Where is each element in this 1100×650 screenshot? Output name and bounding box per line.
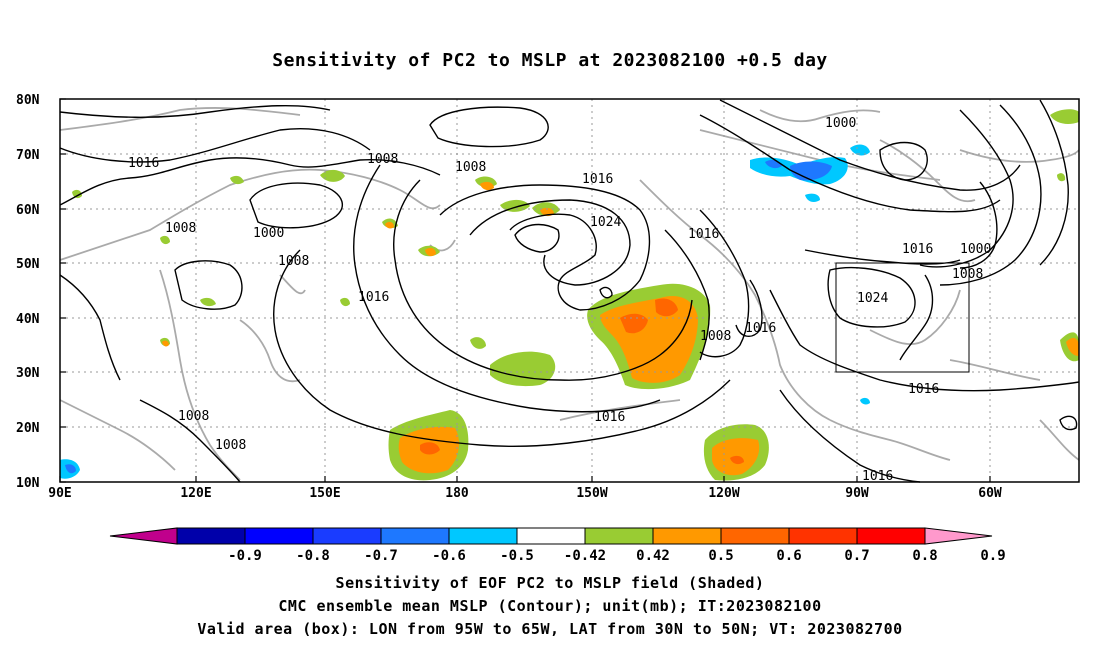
colorbar-tick-label: -0.6 (432, 548, 466, 564)
contour-label: 1016 (862, 469, 893, 484)
lon-label: 150E (309, 486, 340, 501)
contour-labels: 1016 1008 1008 1016 1024 1016 1000 1008 … (128, 116, 991, 484)
contour-label: 1024 (857, 291, 888, 306)
colorbar-tick-label: 0.7 (844, 548, 869, 564)
contour-label: 1016 (908, 382, 939, 397)
contour-label: 1000 (960, 242, 991, 257)
contour-label: 1008 (178, 409, 209, 424)
map-frame (59, 98, 1080, 483)
contour-label: 1008 (455, 160, 486, 175)
colorbar-segment (856, 527, 926, 545)
contour-label: 1008 (278, 254, 309, 269)
mslp-contours (59, 99, 1080, 483)
latitude-labels: 80N 70N 60N 50N 40N 30N 20N 10N (16, 93, 40, 491)
colorbar-segment (516, 527, 586, 545)
colorbar-tick-label: -0.7 (364, 548, 398, 564)
colorbar-tick-label: 0.5 (708, 548, 733, 564)
colorbar-tick-label: -0.8 (296, 548, 330, 564)
coastlines (59, 107, 1080, 481)
colorbar-segment (448, 527, 518, 545)
colorbar-segment (380, 527, 450, 545)
contour-label: 1008 (165, 221, 196, 236)
colorbar-segment (244, 527, 314, 545)
map-background (60, 99, 1079, 482)
contour-label: 1016 (128, 156, 159, 171)
lat-label: 40N (16, 312, 40, 327)
colorbar-tick-label: -0.9 (228, 548, 262, 564)
lat-label: 30N (16, 366, 40, 381)
lat-label: 10N (16, 476, 40, 491)
lat-label: 70N (16, 148, 40, 163)
colorbar-tick-label: 0.42 (636, 548, 670, 564)
lon-label: 90W (845, 486, 869, 501)
valid-area-box (835, 262, 970, 373)
lon-label: 120E (180, 486, 211, 501)
colorbar-segment (312, 527, 382, 545)
tick-marks (59, 98, 991, 483)
colorbar-segment (720, 527, 790, 545)
colorbar-tick-label: 0.8 (912, 548, 937, 564)
lat-label: 80N (16, 93, 40, 108)
contour-label: 1016 (902, 242, 933, 257)
contour-label: 1016 (358, 290, 389, 305)
lon-label: 150W (576, 486, 607, 501)
colorbar-segment (788, 527, 858, 545)
colorbar-segment (652, 527, 722, 545)
caption-line-2: CMC ensemble mean MSLP (Contour); unit(m… (278, 597, 822, 615)
colorbar-tick-label: 0.6 (776, 548, 801, 564)
contour-label: 1016 (582, 172, 613, 187)
lat-label: 60N (16, 203, 40, 218)
map-title: Sensitivity of PC2 to MSLP at 2023082100… (272, 50, 828, 71)
lon-label: 60W (978, 486, 1002, 501)
longitude-labels: 90E 120E 150E 180 150W 120W 90W 60W (48, 486, 1002, 501)
caption-line-3: Valid area (box): LON from 95W to 65W, L… (197, 620, 903, 638)
contour-label: 1008 (367, 152, 398, 167)
contour-label: 1016 (745, 321, 776, 336)
caption-line-1: Sensitivity of EOF PC2 to MSLP field (Sh… (335, 574, 765, 592)
lon-label: 120W (708, 486, 739, 501)
contour-label: 1008 (700, 329, 731, 344)
colorbar-arrow-right (924, 527, 993, 545)
colorbar-arrow-left (109, 527, 178, 545)
lon-label: 180 (445, 486, 469, 501)
contour-label: 1024 (590, 215, 621, 230)
colorbar-tick-label: -0.5 (500, 548, 534, 564)
contour-label: 1016 (688, 227, 719, 242)
contour-label: 1000 (825, 116, 856, 131)
lat-label: 20N (16, 421, 40, 436)
contour-label: 1008 (952, 267, 983, 282)
contour-label: 1008 (215, 438, 246, 453)
contour-label: 1016 (594, 410, 625, 425)
sensitivity-shading (60, 109, 1079, 481)
colorbar-segment (176, 527, 246, 545)
lon-label: 90E (48, 486, 71, 501)
colorbar-tick-label: -0.42 (564, 548, 606, 564)
colorbar-segment (584, 527, 654, 545)
lat-label: 50N (16, 257, 40, 272)
contour-label: 1000 (253, 226, 284, 241)
colorbar-tick-label: 0.9 (980, 548, 1005, 564)
colorbar: -0.9 -0.8 -0.7 -0.6 -0.5 -0.42 0.42 0.5 0.6 0.7 0.… (109, 527, 1006, 564)
grid-lines (60, 99, 1079, 482)
